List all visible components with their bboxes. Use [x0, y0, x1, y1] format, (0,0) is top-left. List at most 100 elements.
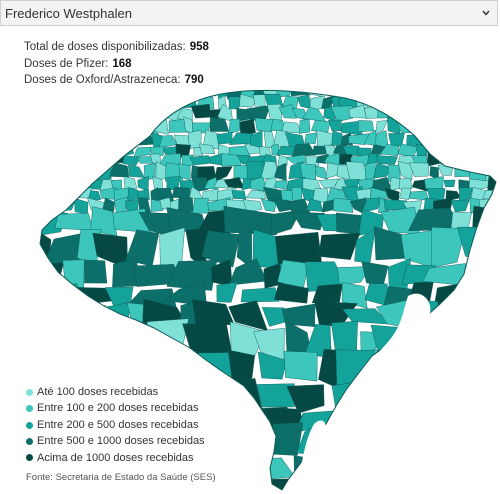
- municipality-area[interactable]: [360, 403, 399, 431]
- municipality-area[interactable]: [339, 84, 354, 97]
- municipality-area[interactable]: [120, 130, 138, 147]
- municipality-area[interactable]: [65, 131, 81, 150]
- municipality-area[interactable]: [415, 107, 433, 118]
- municipality-area[interactable]: [433, 353, 476, 388]
- municipality-area[interactable]: [299, 119, 311, 134]
- municipality-area[interactable]: [72, 156, 88, 168]
- municipality-area[interactable]: [421, 84, 435, 100]
- municipality-area[interactable]: [42, 94, 56, 110]
- municipality-area[interactable]: [135, 105, 159, 122]
- municipality-area[interactable]: [437, 482, 479, 494]
- municipality-area[interactable]: [437, 116, 460, 132]
- municipality-area[interactable]: [85, 163, 98, 181]
- municipality-area[interactable]: [52, 96, 65, 109]
- municipality-area[interactable]: [223, 205, 282, 236]
- rs-choropleth-map[interactable]: [0, 84, 500, 494]
- municipality-area[interactable]: [54, 131, 70, 146]
- municipality-area[interactable]: [386, 410, 439, 433]
- municipality-area[interactable]: [423, 93, 433, 110]
- municipality-area[interactable]: [253, 457, 296, 481]
- municipality-area[interactable]: [437, 162, 454, 176]
- municipality-area[interactable]: [410, 121, 427, 134]
- municipality-area[interactable]: [474, 93, 494, 111]
- municipality-area[interactable]: [77, 105, 98, 123]
- municipality-area[interactable]: [102, 143, 125, 158]
- municipality-area[interactable]: [50, 162, 69, 180]
- municipality-select[interactable]: Frederico Westphalen: [0, 0, 498, 26]
- municipality-area[interactable]: [133, 146, 152, 158]
- municipality-area[interactable]: [471, 121, 496, 133]
- municipality-area[interactable]: [360, 197, 382, 214]
- municipality-area[interactable]: [348, 425, 371, 451]
- municipality-area[interactable]: [477, 146, 488, 158]
- municipality-area[interactable]: [264, 93, 284, 107]
- municipality-area[interactable]: [35, 319, 53, 362]
- municipality-area[interactable]: [446, 450, 474, 478]
- municipality-area[interactable]: [138, 117, 159, 135]
- municipality-area[interactable]: [31, 154, 42, 164]
- municipality-area[interactable]: [202, 129, 220, 150]
- municipality-area[interactable]: [459, 85, 475, 100]
- municipality-area[interactable]: [452, 299, 487, 332]
- municipality-area[interactable]: [121, 95, 134, 107]
- municipality-area[interactable]: [98, 155, 111, 166]
- municipality-area[interactable]: [90, 84, 108, 98]
- municipality-area[interactable]: [59, 84, 72, 97]
- municipality-area[interactable]: [487, 176, 500, 192]
- municipality-area[interactable]: [54, 108, 66, 124]
- municipality-area[interactable]: [304, 132, 317, 145]
- municipality-area[interactable]: [202, 380, 235, 408]
- municipality-area[interactable]: [314, 473, 359, 494]
- municipality-area[interactable]: [28, 179, 44, 191]
- municipality-area[interactable]: [245, 190, 267, 199]
- municipality-area[interactable]: [444, 84, 460, 95]
- municipality-area[interactable]: [93, 116, 116, 134]
- municipality-area[interactable]: [61, 176, 75, 191]
- municipality-area[interactable]: [480, 104, 500, 122]
- municipality-area[interactable]: [191, 84, 203, 99]
- municipality-area[interactable]: [330, 105, 354, 122]
- municipality-area[interactable]: [453, 405, 499, 427]
- municipality-area[interactable]: [76, 302, 106, 331]
- municipality-area[interactable]: [118, 86, 133, 99]
- municipality-area[interactable]: [30, 120, 52, 132]
- municipality-area[interactable]: [487, 300, 500, 331]
- municipality-area[interactable]: [459, 155, 479, 167]
- municipality-area[interactable]: [341, 282, 368, 309]
- municipality-area[interactable]: [408, 94, 427, 109]
- municipality-area[interactable]: [145, 94, 158, 109]
- municipality-area[interactable]: [67, 84, 82, 99]
- municipality-area[interactable]: [416, 448, 457, 482]
- municipality-area[interactable]: [174, 481, 205, 494]
- municipality-area[interactable]: [435, 379, 474, 411]
- municipality-area[interactable]: [32, 186, 51, 201]
- municipality-area[interactable]: [57, 143, 78, 157]
- municipality-area[interactable]: [122, 155, 141, 167]
- municipality-area[interactable]: [31, 199, 52, 212]
- municipality-area[interactable]: [456, 96, 477, 108]
- municipality-area[interactable]: [312, 145, 328, 156]
- municipality-area[interactable]: [169, 93, 182, 110]
- municipality-area[interactable]: [45, 143, 61, 158]
- municipality-area[interactable]: [471, 105, 486, 123]
- municipality-area[interactable]: [435, 84, 446, 97]
- municipality-area[interactable]: [274, 231, 323, 267]
- municipality-area[interactable]: [346, 449, 371, 484]
- municipality-area[interactable]: [274, 282, 309, 304]
- municipality-area[interactable]: [379, 144, 399, 157]
- municipality-area[interactable]: [325, 162, 340, 179]
- municipality-area[interactable]: [399, 177, 413, 190]
- municipality-area[interactable]: [137, 175, 149, 192]
- municipality-area[interactable]: [210, 422, 238, 459]
- municipality-area[interactable]: [54, 212, 94, 231]
- municipality-area[interactable]: [326, 424, 353, 455]
- municipality-area[interactable]: [253, 94, 266, 107]
- municipality-area[interactable]: [56, 326, 90, 352]
- municipality-area[interactable]: [439, 130, 460, 147]
- municipality-area[interactable]: [88, 145, 108, 157]
- municipality-area[interactable]: [164, 84, 185, 99]
- municipality-area[interactable]: [381, 85, 403, 98]
- municipality-area[interactable]: [494, 130, 500, 147]
- municipality-area[interactable]: [152, 84, 170, 99]
- municipality-area[interactable]: [457, 130, 466, 148]
